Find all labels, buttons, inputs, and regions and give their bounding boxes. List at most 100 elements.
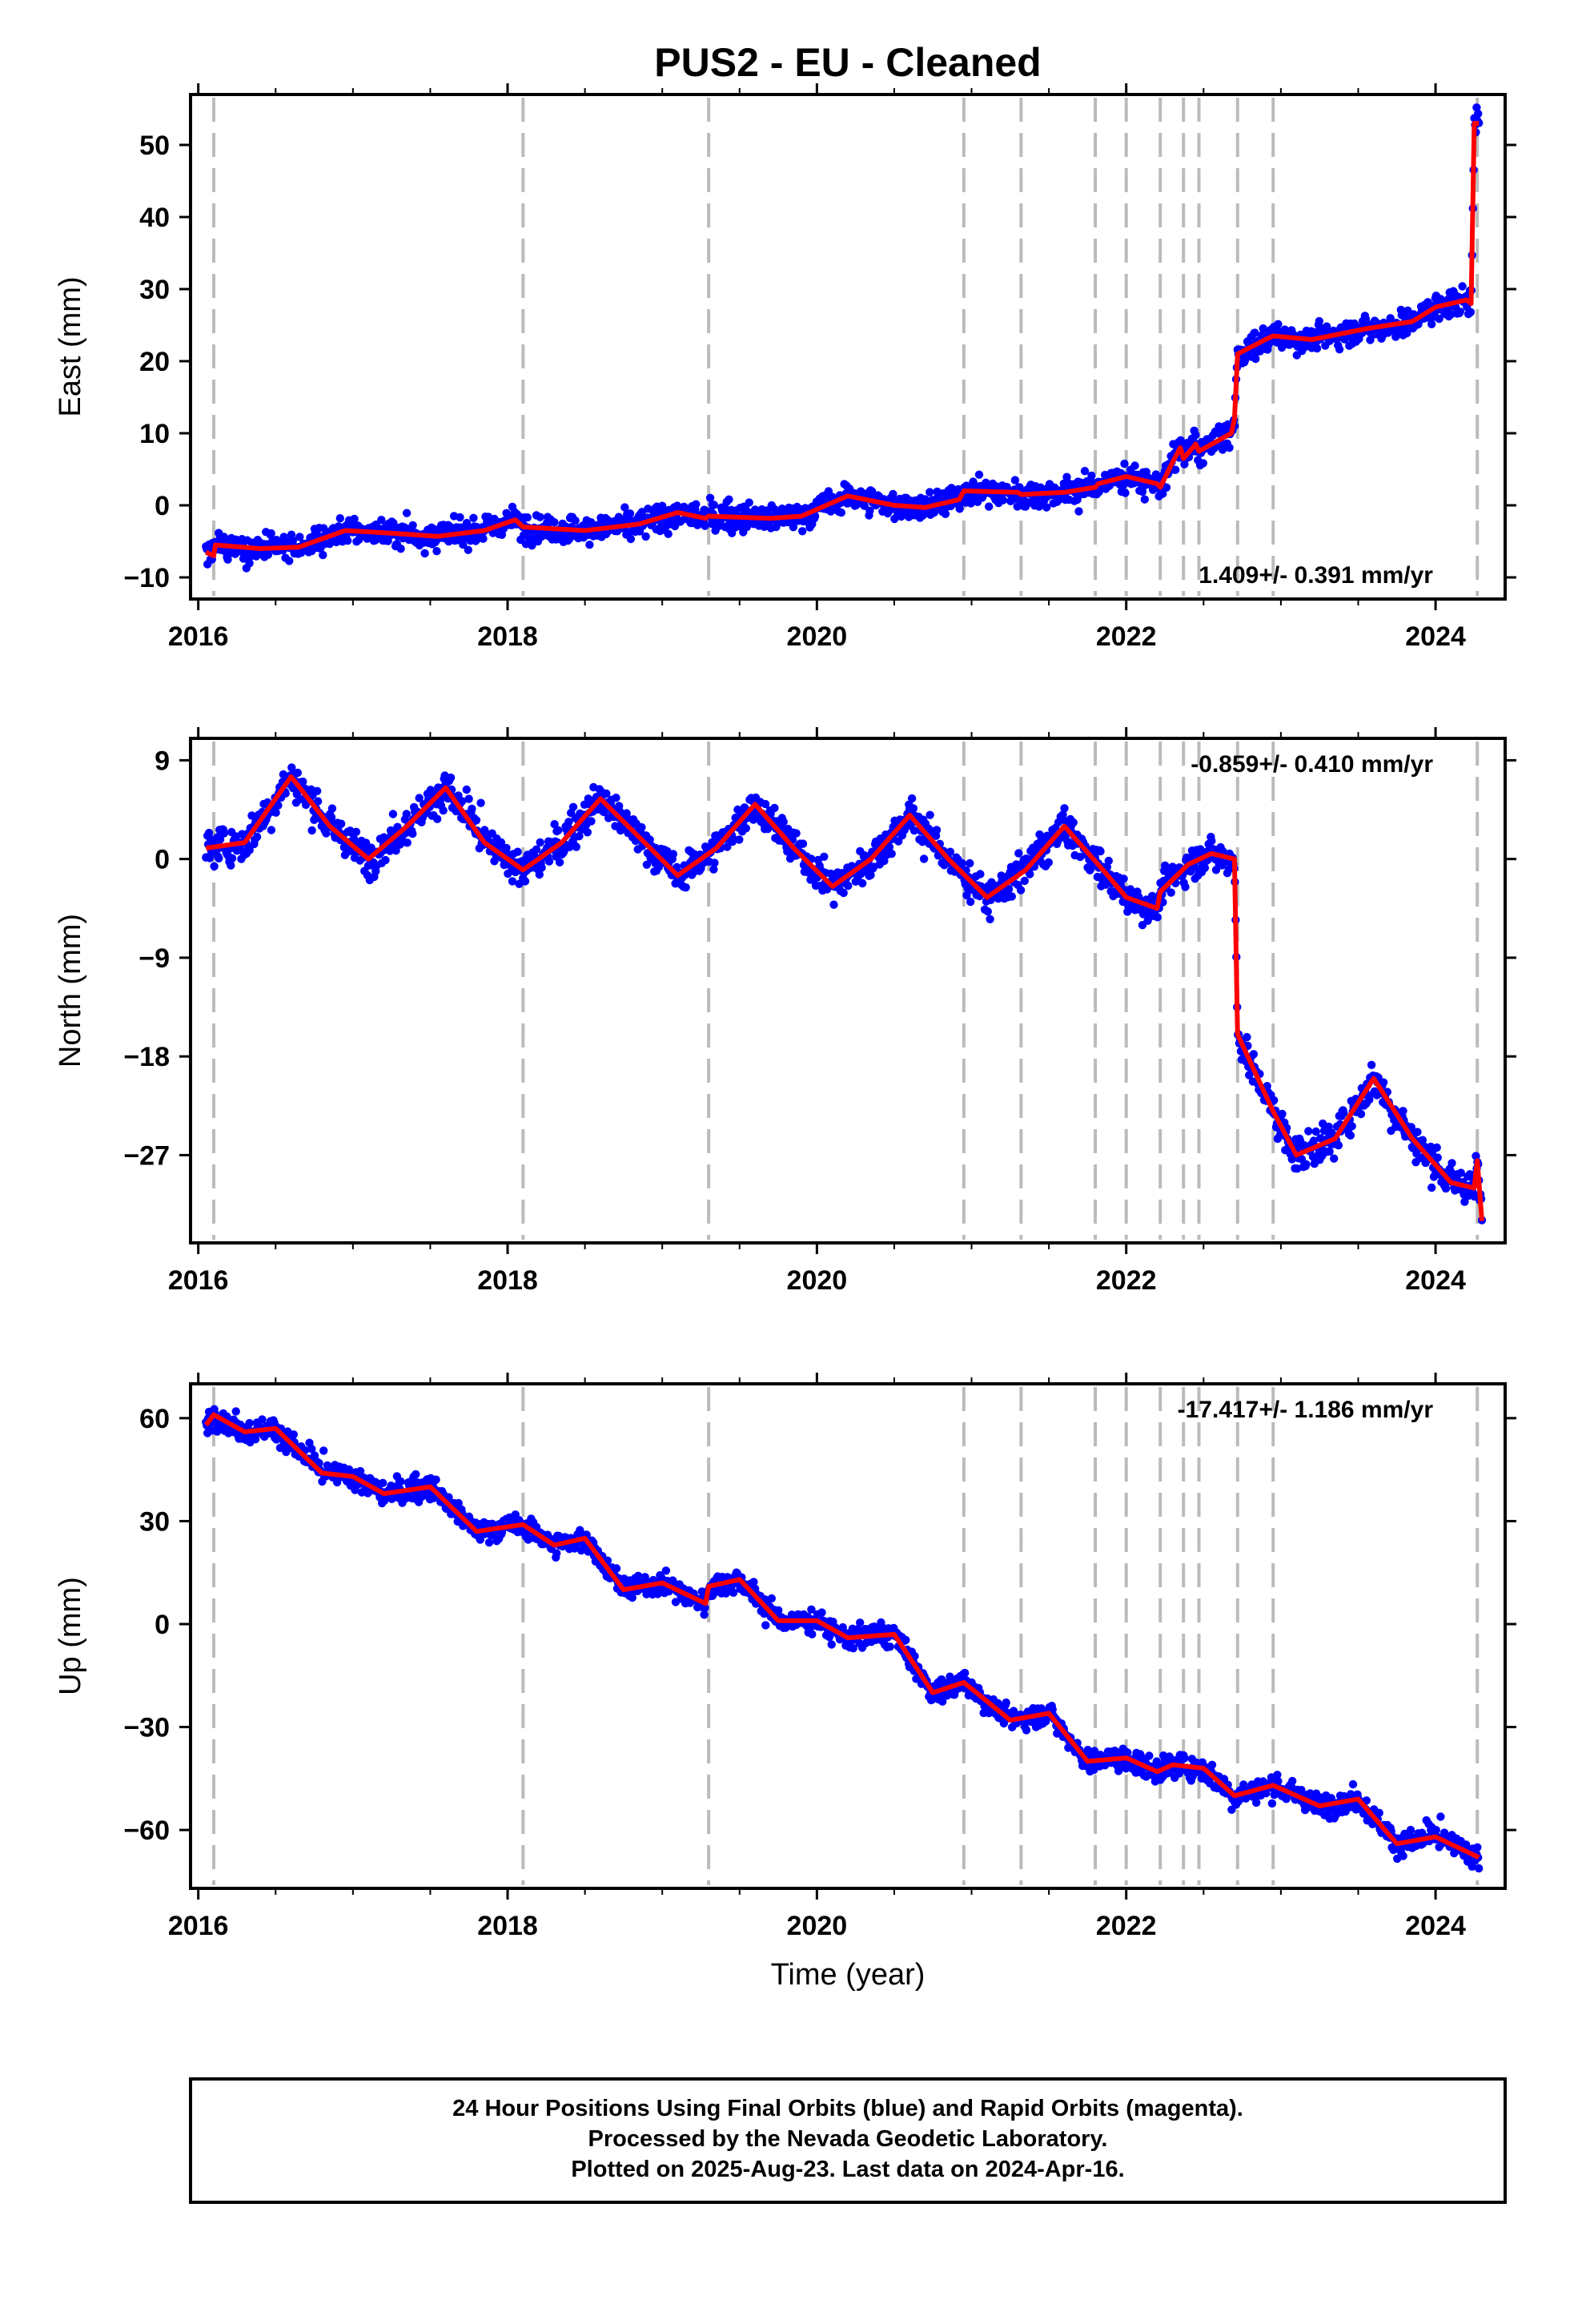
data-point [1162, 483, 1171, 492]
data-point [856, 1618, 865, 1627]
data-point [664, 529, 673, 538]
data-point [735, 835, 744, 844]
data-point [1460, 1197, 1469, 1206]
data-point [761, 1621, 770, 1630]
data-point [820, 852, 829, 862]
y-axis-label: East (mm) [54, 276, 87, 416]
data-point [907, 794, 917, 803]
data-point [568, 802, 578, 811]
data-point [808, 1630, 817, 1638]
data-point [420, 549, 429, 558]
data-point [932, 826, 942, 834]
data-point [1304, 1127, 1313, 1136]
data-point [1119, 875, 1128, 883]
data-point [723, 842, 732, 851]
y-tick-label: 20 [139, 347, 170, 377]
data-point [729, 1588, 738, 1598]
data-point [926, 810, 934, 819]
data-point [433, 814, 442, 823]
data-point [637, 822, 646, 832]
data-point [555, 858, 564, 867]
x-tick-label: 2024 [1405, 1265, 1466, 1296]
data-point [571, 516, 580, 525]
data-point [1086, 864, 1095, 874]
y-tick-label: 30 [139, 275, 170, 305]
data-point [484, 1538, 494, 1547]
data-point [454, 1498, 463, 1508]
data-point [536, 838, 544, 847]
data-point [1074, 507, 1083, 516]
data-point [267, 529, 275, 538]
data-point [1069, 818, 1078, 827]
data-point [1007, 892, 1017, 901]
data-point [829, 900, 838, 909]
data-point [508, 877, 517, 886]
data-point [705, 493, 715, 502]
data-point [1087, 471, 1096, 480]
data-point [554, 826, 563, 835]
data-point [1044, 858, 1054, 867]
data-point [849, 1644, 858, 1653]
data-point [520, 877, 530, 886]
data-point [839, 888, 848, 898]
data-point [550, 819, 559, 829]
data-point [1251, 328, 1259, 337]
data-point [377, 516, 386, 525]
data-point [1120, 459, 1129, 468]
data-point [231, 1407, 240, 1416]
data-point [1302, 1160, 1311, 1169]
data-point [1140, 495, 1150, 504]
data-point [537, 863, 546, 872]
data-point [575, 831, 584, 841]
scatter-points [202, 1405, 1484, 1873]
data-point [885, 1642, 894, 1651]
data-point [1259, 324, 1267, 333]
data-point [1447, 1159, 1456, 1168]
data-point [1278, 1109, 1287, 1119]
y-axis-label: North (mm) [54, 914, 87, 1068]
data-point [1180, 1754, 1189, 1763]
data-point [227, 854, 237, 863]
data-point [1153, 913, 1162, 922]
rate-annotation: -0.859+/- 0.410 mm/yr [1191, 751, 1433, 778]
data-point [402, 509, 412, 517]
data-point [1191, 430, 1200, 440]
data-point [1145, 1751, 1154, 1760]
data-point [669, 850, 677, 858]
data-point [572, 842, 580, 851]
data-point [1138, 487, 1147, 497]
data-point [1200, 863, 1210, 873]
data-point [1249, 1050, 1259, 1059]
data-point [1174, 1769, 1184, 1778]
data-point [396, 545, 405, 553]
data-point [1251, 354, 1260, 364]
data-point [415, 794, 424, 802]
data-point [602, 789, 611, 798]
data-point [252, 832, 262, 842]
data-point [955, 505, 964, 513]
data-point [295, 533, 304, 541]
x-tick-label: 2018 [477, 621, 538, 652]
data-point [887, 849, 896, 858]
data-point [725, 495, 733, 504]
data-point [210, 862, 219, 871]
x-tick-label: 2022 [1096, 621, 1157, 652]
data-point [612, 794, 620, 802]
model-line [205, 774, 1484, 1221]
data-point [817, 1608, 826, 1617]
data-point [909, 804, 918, 813]
data-point [528, 541, 536, 550]
data-point [1474, 109, 1483, 119]
data-point [1004, 885, 1014, 894]
data-point [625, 509, 635, 518]
data-point [1123, 1748, 1132, 1757]
data-point [355, 1466, 365, 1476]
data-point [307, 1445, 316, 1454]
y-tick-label: 10 [139, 419, 170, 449]
data-point [408, 521, 417, 530]
data-point [1058, 810, 1067, 819]
data-point [536, 513, 544, 521]
data-point [459, 540, 468, 549]
plot-frame [189, 93, 1507, 601]
